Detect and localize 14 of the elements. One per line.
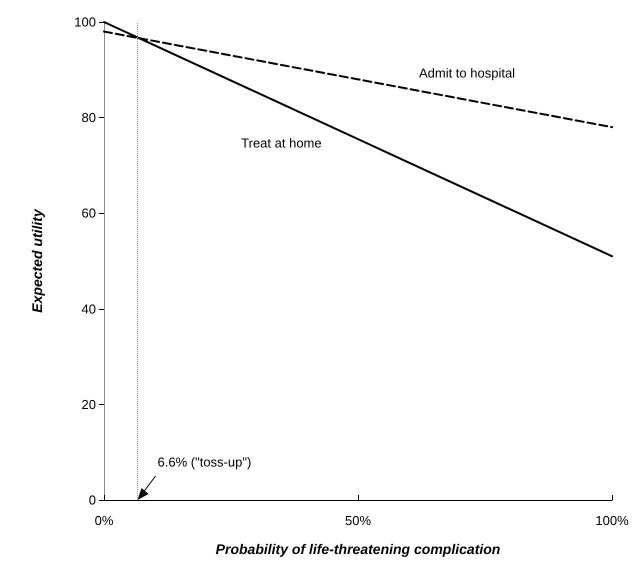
y-tick-label: 20 [82,396,96,412]
x-tick-label: 50% [344,513,372,528]
x-tick-label: 0% [94,513,114,528]
y-tick-label: 0 [88,492,96,508]
x-tick-label: 100% [595,513,630,528]
x-axis-title: Probability of life-threatening complication [216,541,500,557]
series-label: Treat at home [241,136,322,151]
y-tick-label: 60 [82,206,96,221]
series-label: Admit to hospital [418,65,516,80]
y-tick-label: 80 [82,110,96,126]
annotation: 6.6% ("toss-up") [158,454,252,470]
y-tick-label: 40 [82,301,96,316]
y-tick-label: 100 [74,14,96,30]
y-axis-title: Expected utility [29,208,45,313]
